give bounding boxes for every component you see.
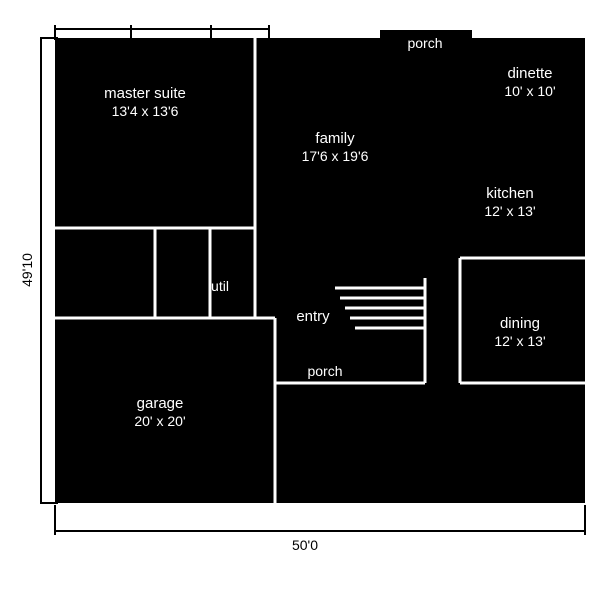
dim-width-label: 50'0 (280, 537, 330, 553)
dim-line-top (55, 28, 270, 30)
dim-line-bottom (55, 530, 585, 532)
dim-tick (584, 505, 586, 535)
interior-lines (55, 38, 585, 503)
dim-line-left (40, 38, 42, 503)
dim-tick (54, 505, 56, 535)
dim-height-label: 49'10 (19, 245, 35, 295)
